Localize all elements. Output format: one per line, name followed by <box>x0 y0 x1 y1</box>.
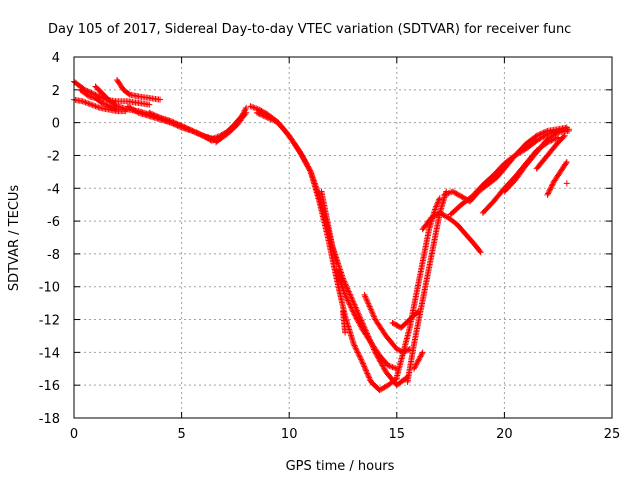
x-tick-label: 5 <box>177 427 185 442</box>
series-markers <box>411 349 426 372</box>
series-track-24 <box>501 127 572 195</box>
series-track-25 <box>533 132 568 172</box>
y-tick-label: -10 <box>39 281 60 296</box>
series-track-27 <box>563 180 570 187</box>
x-tick-label: 15 <box>389 427 406 442</box>
x-tick-label: 20 <box>496 427 513 442</box>
x-axis-label: GPS time / hours <box>286 459 395 474</box>
series-markers <box>213 104 250 146</box>
y-tick-label: -4 <box>47 182 60 197</box>
series-track-20 <box>419 209 484 256</box>
series-markers <box>501 127 572 195</box>
series-track-19 <box>411 349 426 372</box>
y-tick-label: 2 <box>52 84 60 99</box>
x-tick-label: 25 <box>604 427 621 442</box>
y-tick-label: -2 <box>47 149 60 164</box>
series-track-14 <box>340 308 349 336</box>
grid <box>74 57 612 418</box>
series-markers <box>419 209 484 256</box>
series-markers <box>533 132 568 172</box>
series-markers <box>563 180 570 187</box>
x-tick-label: 0 <box>70 427 78 442</box>
y-tick-label: -18 <box>39 412 60 427</box>
y-tick-label: 0 <box>52 117 60 132</box>
y-tick-label: -6 <box>47 215 60 230</box>
y-tick-label: -8 <box>47 248 60 263</box>
series-track-9 <box>213 104 250 146</box>
series-markers <box>77 86 121 113</box>
data-points <box>71 76 572 394</box>
series-track-5 <box>114 76 164 103</box>
y-tick-label: 4 <box>52 51 60 66</box>
series-markers <box>544 159 570 198</box>
y-tick-label: -14 <box>39 346 60 361</box>
series-markers <box>114 76 164 103</box>
y-tick-label: -16 <box>39 379 60 394</box>
y-tick-label: -12 <box>39 314 60 329</box>
y-axis-label: SDTVAR / TECUs <box>7 185 22 292</box>
series-markers <box>340 308 349 336</box>
plot-frame <box>73 56 613 419</box>
series-track-3 <box>77 86 121 113</box>
series-track-26 <box>544 159 570 198</box>
series-markers <box>333 267 400 372</box>
series-track-13 <box>333 267 400 372</box>
x-tick-label: 10 <box>281 427 298 442</box>
chart-title: Day 105 of 2017, Sidereal Day-to-day VTE… <box>48 22 571 37</box>
axis-tick-labels: 0 5 10 15 20 25 -18 -16 -14 -12 -10 -8 -6 -4 -2 0 2 4 <box>39 51 621 442</box>
